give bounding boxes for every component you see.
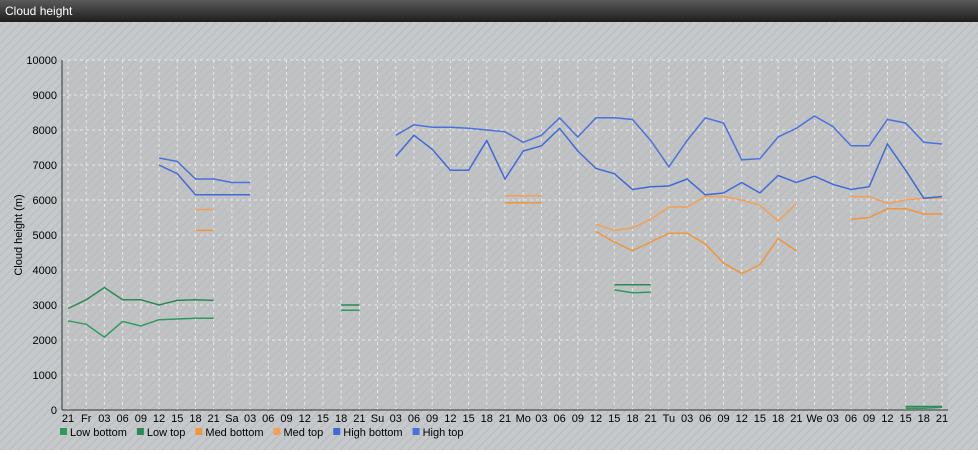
y-tick-label: 2000 (33, 335, 57, 347)
x-tick-label: 21 (499, 413, 511, 425)
y-tick-label: 9000 (33, 90, 57, 102)
x-tick-label: 15 (171, 413, 183, 425)
x-tick-label: 18 (335, 413, 347, 425)
series-line (195, 195, 942, 232)
x-tick-label: Sa (225, 413, 239, 425)
legend-label[interactable]: Med top (284, 427, 324, 439)
series-line (67, 289, 943, 410)
legend-swatch[interactable] (136, 428, 144, 435)
x-tick-label: 18 (189, 413, 201, 425)
x-tick-label: 12 (444, 413, 456, 425)
x-tick-label: 18 (918, 413, 930, 425)
x-tick-label: 15 (317, 413, 329, 425)
x-tick-label: 09 (135, 413, 147, 425)
x-tick-label: 09 (717, 413, 729, 425)
x-tick-label: 21 (790, 413, 802, 425)
x-tick-label: 06 (845, 413, 857, 425)
x-tick-label: 03 (390, 413, 402, 425)
x-tick-label: 21 (936, 413, 948, 425)
x-tick-label: 21 (62, 413, 74, 425)
x-tick-label: 18 (626, 413, 638, 425)
y-tick-label: 5000 (33, 230, 57, 242)
x-tick-label: 06 (408, 413, 420, 425)
header-bar (0, 0, 978, 22)
x-tick-label: 06 (554, 413, 566, 425)
chart-title: Cloud height (5, 4, 73, 18)
x-tick-label: We (806, 413, 822, 425)
x-tick-label: 18 (772, 413, 784, 425)
legend-label[interactable]: Low bottom (70, 427, 127, 439)
legend-label[interactable]: Med bottom (205, 427, 263, 439)
x-tick-label: 15 (462, 413, 474, 425)
x-tick-label: 18 (481, 413, 493, 425)
x-tick-label: 06 (262, 413, 274, 425)
legend-swatch[interactable] (60, 428, 67, 435)
x-tick-label: 12 (881, 413, 893, 425)
series-line (195, 202, 942, 275)
x-tick-label: 06 (699, 413, 711, 425)
legend-swatch[interactable] (333, 428, 341, 435)
y-tick-label: 1000 (33, 370, 57, 382)
x-tick-label: 03 (827, 413, 839, 425)
x-tick-label: 03 (535, 413, 547, 425)
x-tick-label: 12 (590, 413, 602, 425)
x-tick-label: 03 (244, 413, 256, 425)
x-tick-label: Tu (663, 413, 675, 425)
x-tick-label: 09 (863, 413, 875, 425)
x-tick-label: Fr (81, 413, 92, 425)
series-line (158, 115, 943, 184)
x-tick-label: 09 (426, 413, 438, 425)
y-tick-label: 6000 (33, 195, 57, 207)
legend-swatch[interactable] (273, 428, 281, 435)
x-tick-label: 09 (572, 413, 584, 425)
x-tick-label: 12 (153, 413, 165, 425)
legend-swatch[interactable] (412, 428, 420, 435)
y-tick-label: 7000 (33, 160, 57, 172)
x-tick-label: Su (371, 413, 384, 425)
y-tick-label: 3000 (33, 300, 57, 312)
x-tick-label: 21 (353, 413, 365, 425)
x-tick-label: 03 (681, 413, 693, 425)
y-tick-label: 8000 (33, 125, 57, 137)
x-tick-label: 15 (754, 413, 766, 425)
x-tick-label: 06 (117, 413, 129, 425)
series-line (158, 127, 943, 200)
x-tick-label: Mo (516, 413, 531, 425)
legend-label[interactable]: Low top (147, 427, 186, 439)
legend-swatch[interactable] (195, 428, 203, 435)
x-tick-label: 03 (98, 413, 110, 425)
series-line (67, 283, 942, 408)
x-tick-label: 15 (608, 413, 620, 425)
legend-label[interactable]: High top (423, 427, 464, 439)
y-tick-label: 10000 (26, 55, 57, 67)
x-tick-label: 12 (736, 413, 748, 425)
legend-label[interactable]: High bottom (343, 427, 402, 439)
y-tick-label: 4000 (33, 265, 57, 277)
y-axis-label: Cloud height (m) (13, 194, 25, 275)
x-tick-label: 12 (299, 413, 311, 425)
x-tick-label: 15 (899, 413, 911, 425)
y-tick-label: 0 (51, 405, 57, 417)
x-tick-label: 21 (645, 413, 657, 425)
x-tick-label: 21 (208, 413, 220, 425)
x-tick-label: 09 (280, 413, 292, 425)
